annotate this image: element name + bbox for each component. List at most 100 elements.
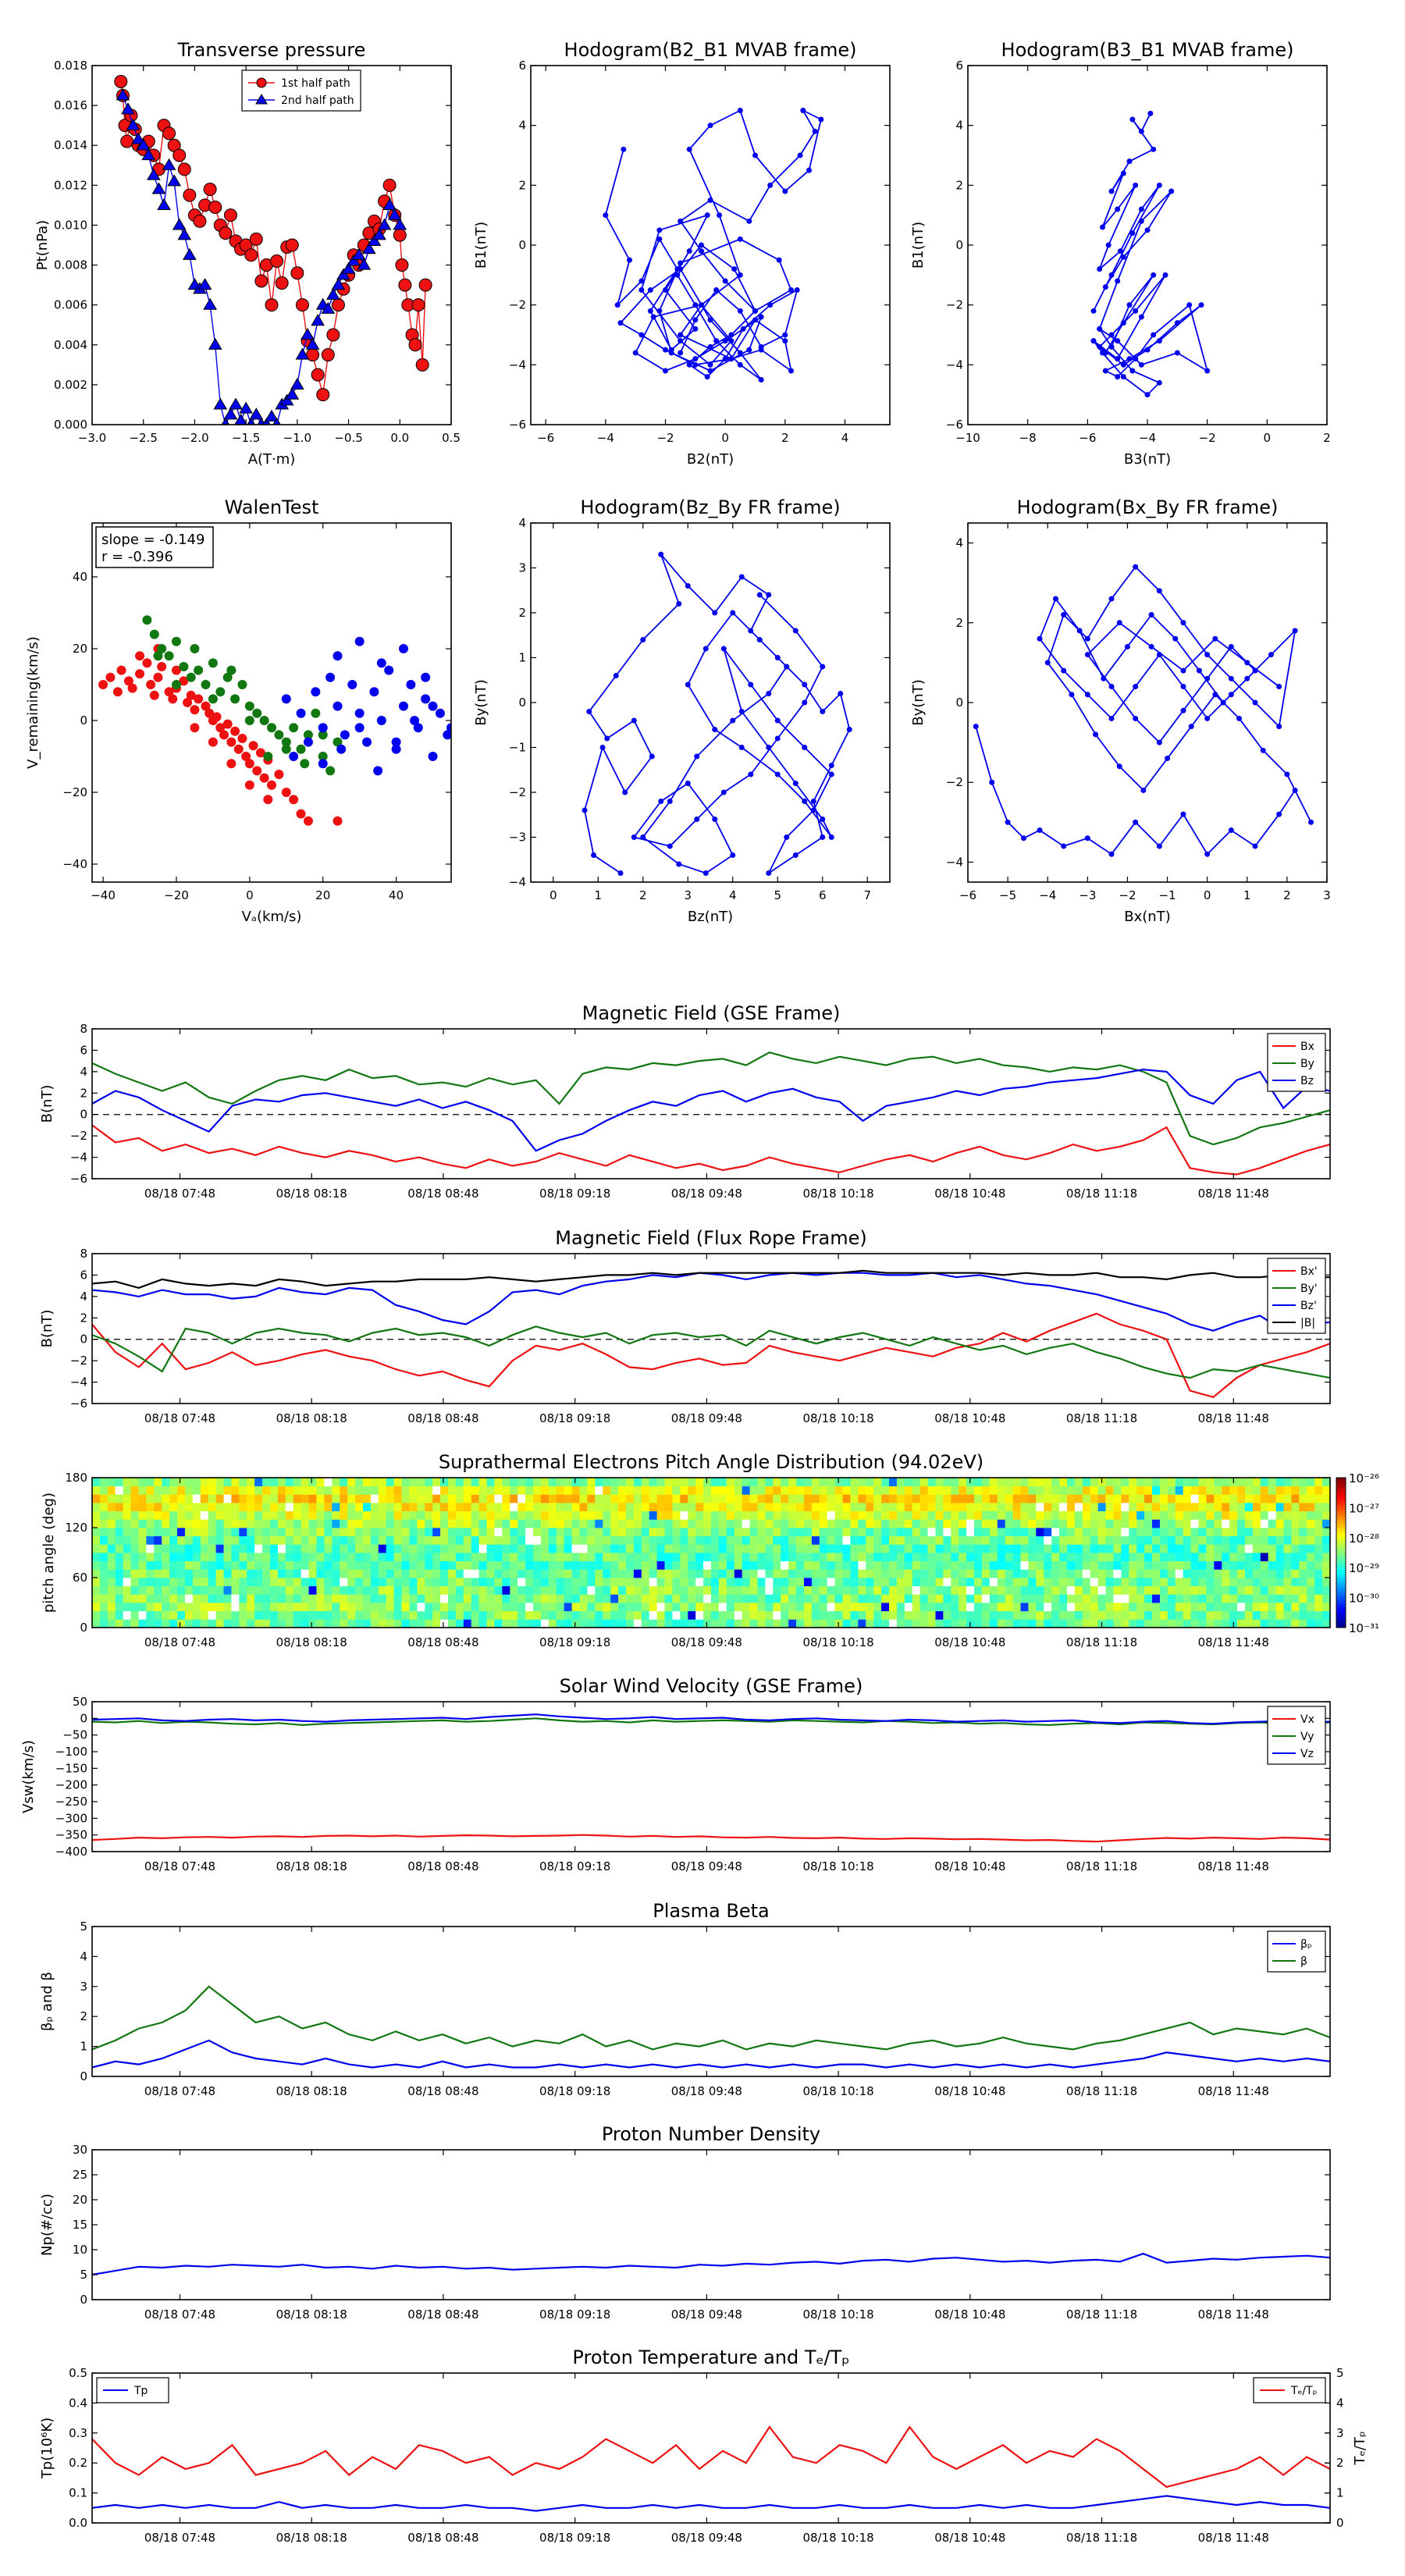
h4-point: [1133, 819, 1139, 825]
pad-cell: [850, 1578, 859, 1587]
pad-cell: [99, 1544, 108, 1553]
pad-cell: [277, 1478, 286, 1487]
h3-series-hodogram: [584, 553, 851, 876]
pad-cell: [138, 1610, 147, 1620]
pad-cell: [123, 1485, 131, 1495]
pad-cell: [1159, 1528, 1168, 1537]
pad-cell: [463, 1503, 472, 1512]
pad-cell: [362, 1510, 372, 1520]
h1-point: [686, 361, 692, 368]
pad-cell: [231, 1494, 240, 1503]
pad-cell: [1090, 1528, 1099, 1537]
pad-cell: [827, 1528, 835, 1537]
pad-cell: [1152, 1560, 1161, 1570]
pad-cell: [688, 1569, 696, 1578]
pad-cell: [711, 1594, 720, 1603]
pad-cell: [796, 1528, 805, 1537]
pad-cell: [935, 1585, 944, 1595]
pad-cell: [595, 1578, 603, 1587]
pad-cell: [1190, 1535, 1199, 1545]
pad-cell: [625, 1544, 635, 1553]
pad-cell: [649, 1478, 658, 1487]
vsw-xtick-label: 08/18 10:48: [934, 1859, 1005, 1873]
pad-cell: [401, 1535, 410, 1545]
pad-cell: [1159, 1553, 1168, 1562]
pad-ylabel: pitch angle (deg): [41, 1493, 57, 1613]
pad-cell: [641, 1485, 650, 1495]
pad-colorbar-cell: [1336, 1482, 1346, 1486]
pad-cell: [502, 1560, 510, 1570]
pad-colorbar-cell: [1336, 1493, 1346, 1496]
pad-cell: [262, 1610, 271, 1620]
pad-cell: [401, 1494, 410, 1503]
pad-cell: [200, 1585, 209, 1595]
pad-colorbar-cell: [1336, 1597, 1346, 1601]
pad-cell: [711, 1485, 720, 1495]
pad-cell: [154, 1519, 162, 1528]
mag_fr-xtick-label: 08/18 09:48: [671, 1411, 742, 1425]
pad-cell: [401, 1544, 410, 1553]
pad-cell: [455, 1510, 464, 1520]
pad-cell: [997, 1535, 1006, 1545]
pad-cell: [1097, 1535, 1106, 1545]
pad-cell: [1136, 1578, 1145, 1587]
pad-cell: [177, 1510, 186, 1520]
pad-cell: [208, 1560, 216, 1570]
pad-cell: [951, 1503, 959, 1512]
beta-series-β: [91, 1985, 1331, 2051]
pad-cell: [1275, 1560, 1284, 1570]
pad-cell: [494, 1553, 503, 1562]
pad-cell: [997, 1553, 1006, 1562]
pad-cell: [935, 1510, 944, 1520]
pad-cell: [401, 1519, 410, 1528]
pad-cell: [1183, 1510, 1191, 1520]
pad-cell: [223, 1485, 232, 1495]
pad-cell: [618, 1578, 627, 1587]
pad-cell: [99, 1560, 108, 1570]
pad-cell: [1214, 1478, 1222, 1487]
pad-cell: [834, 1578, 843, 1587]
pad-cell: [308, 1603, 317, 1612]
pad-cell: [1059, 1535, 1068, 1545]
pad-cell: [773, 1519, 781, 1528]
pad-cell: [92, 1535, 101, 1545]
mag_gse-xtick-label: 08/18 07:48: [144, 1187, 215, 1201]
pad-cell: [115, 1544, 124, 1553]
pad-cell: [138, 1578, 147, 1587]
pad-cell: [734, 1478, 743, 1487]
pt-point: [172, 218, 187, 230]
pad-cell: [1190, 1569, 1199, 1578]
pad-cell: [742, 1553, 750, 1562]
pad-cell: [610, 1503, 619, 1512]
pad-cell: [1322, 1544, 1331, 1553]
pad-cell: [989, 1528, 998, 1537]
pad-cell: [656, 1619, 665, 1628]
pad-cell: [1005, 1544, 1013, 1553]
pad-cell: [633, 1594, 642, 1603]
pad-cell: [301, 1478, 309, 1487]
pad-cell: [1268, 1560, 1277, 1570]
pad-cell: [510, 1569, 518, 1578]
pad-cell: [293, 1503, 302, 1512]
h1-point: [818, 116, 824, 123]
pad-cell: [927, 1519, 936, 1528]
pad-cell: [247, 1610, 255, 1620]
pad-cell: [308, 1510, 317, 1520]
pad-cell: [518, 1619, 526, 1628]
pad-cell: [703, 1503, 712, 1512]
pad-cell: [1198, 1560, 1207, 1570]
pt-legend-marker: [256, 77, 267, 88]
h4-xtick-label: 3: [1323, 888, 1331, 902]
pad-cell: [571, 1560, 580, 1570]
pad-cell: [293, 1510, 302, 1520]
pad-cell: [912, 1585, 921, 1595]
pad-cell: [1299, 1519, 1307, 1528]
walen-point: [259, 716, 269, 725]
walen-point: [255, 748, 265, 758]
pad-cell: [1260, 1510, 1269, 1520]
pad-cell: [603, 1603, 611, 1612]
pad-cell: [463, 1544, 472, 1553]
h1-point: [728, 332, 735, 338]
pad-cell: [1283, 1578, 1292, 1587]
pad-cell: [1260, 1485, 1269, 1495]
